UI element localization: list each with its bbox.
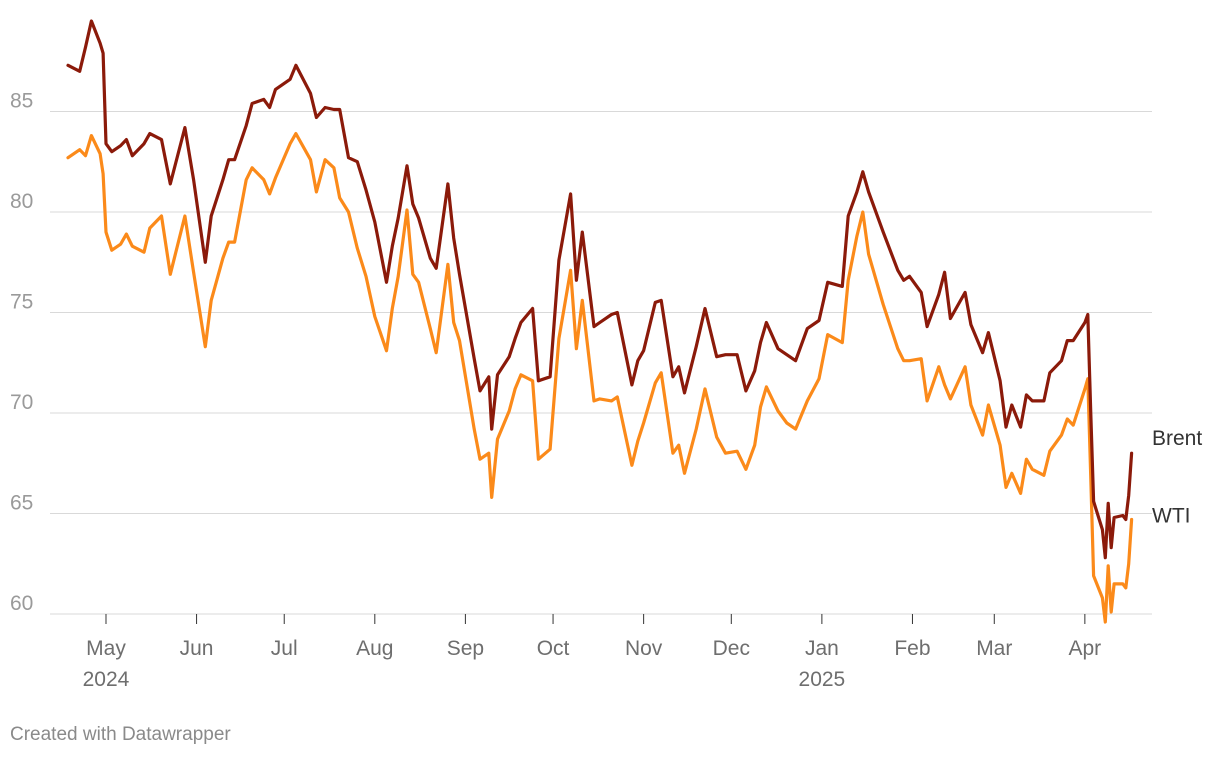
series-labels: Brent WTI (1152, 427, 1202, 527)
x-tick-label-aug: Aug (356, 637, 393, 660)
series-label-wti: WTI (1152, 505, 1190, 528)
x-tick-label-jul: Jul (271, 637, 298, 660)
y-tick-label-60: 60 (10, 592, 33, 615)
y-tick-label-85: 85 (10, 90, 33, 113)
x-axis: May 2024 Jun Jul Aug Sep Oct Nov Dec Jan 2025 Feb Ma… (83, 614, 1102, 691)
y-tick-label-65: 65 (10, 492, 33, 515)
y-tick-label-80: 80 (10, 190, 33, 213)
x-tick-label-apr: Apr (1069, 637, 1102, 660)
y-tick-label-75: 75 (10, 291, 33, 314)
x-tick-label-may: May (86, 637, 126, 660)
y-axis-labels: 60 65 70 75 80 85 (10, 90, 33, 616)
x-tick-label-dec: Dec (713, 637, 750, 660)
series-line-wti (66, 132, 1134, 624)
x-tick-label-jan: Jan (805, 637, 839, 660)
x-tick-label-jun: Jun (180, 637, 214, 660)
x-tick-year-2025: 2025 (799, 668, 846, 691)
x-tick-label-oct: Oct (537, 637, 570, 660)
x-tick-label-feb: Feb (894, 637, 930, 660)
y-tick-label-70: 70 (10, 391, 33, 414)
x-tick-label-sep: Sep (447, 637, 484, 660)
x-tick-label-mar: Mar (976, 637, 1012, 660)
x-tick-label-nov: Nov (625, 637, 663, 660)
series-line-brent (66, 19, 1134, 560)
gridlines (50, 111, 1152, 615)
footer-credit: Created with Datawrapper (10, 724, 231, 745)
x-tick-year-2024: 2024 (83, 668, 130, 691)
series-label-brent: Brent (1152, 427, 1202, 450)
series-lines (66, 19, 1134, 624)
